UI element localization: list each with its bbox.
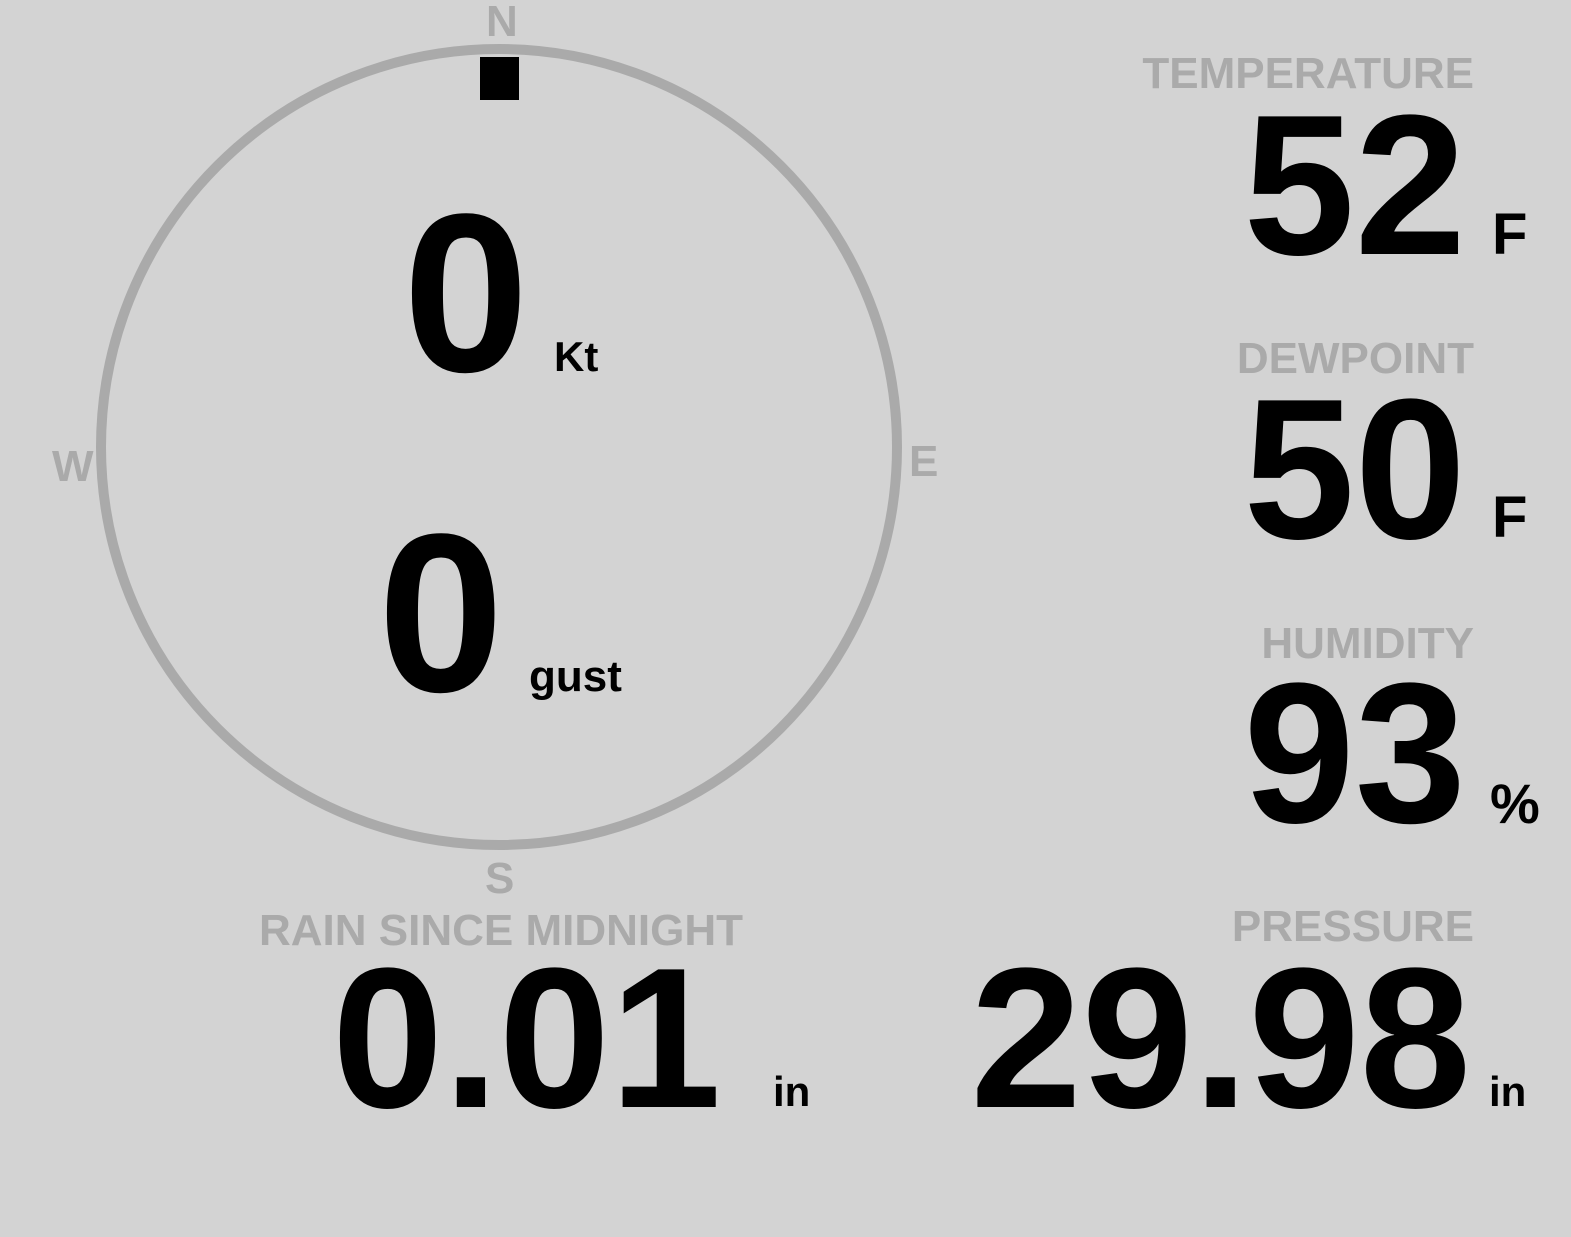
humidity-unit: % bbox=[1490, 772, 1540, 835]
temperature-label: TEMPERATURE bbox=[1142, 49, 1474, 98]
compass-south-label: S bbox=[485, 854, 515, 903]
wind-speed-value: 0 bbox=[403, 166, 529, 419]
rain-unit: in bbox=[773, 1068, 811, 1115]
rain-label: RAIN SINCE MIDNIGHT bbox=[259, 906, 743, 955]
pressure-unit: in bbox=[1489, 1068, 1527, 1115]
compass-east-label: E bbox=[909, 437, 939, 486]
wind-direction-marker bbox=[480, 57, 519, 100]
pressure-value: 29.98 bbox=[970, 927, 1472, 1150]
compass-ring bbox=[96, 44, 902, 850]
dewpoint-label: DEWPOINT bbox=[1236, 334, 1474, 383]
dewpoint-unit: F bbox=[1492, 485, 1528, 550]
temperature-value: 52 bbox=[1243, 74, 1466, 297]
compass-north-label: N bbox=[486, 0, 518, 46]
temperature-unit: F bbox=[1492, 202, 1528, 267]
wind-gust-value: 0 bbox=[378, 486, 504, 739]
humidity-value: 93 bbox=[1243, 642, 1466, 865]
wind-gust-label: gust bbox=[529, 652, 622, 701]
rain-value: 0.01 bbox=[332, 927, 722, 1150]
dewpoint-value: 50 bbox=[1243, 358, 1466, 581]
compass-west-label: W bbox=[52, 442, 94, 491]
pressure-label: PRESSURE bbox=[1231, 902, 1474, 951]
wind-speed-unit: Kt bbox=[554, 333, 599, 380]
humidity-label: HUMIDITY bbox=[1261, 619, 1474, 668]
compass-circle bbox=[96, 44, 902, 850]
